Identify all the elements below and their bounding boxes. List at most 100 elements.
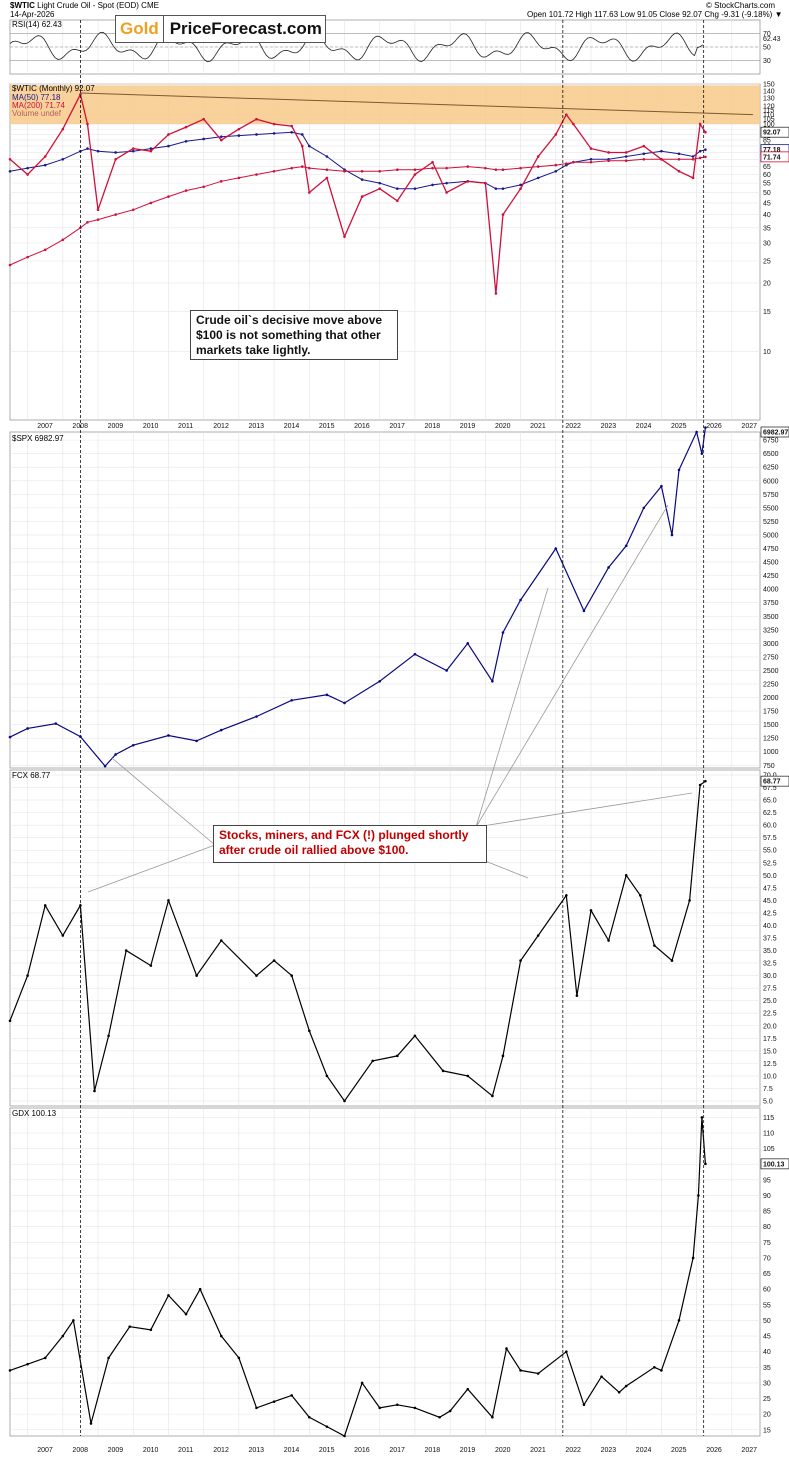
gdx-year-label-2023: 2023 [601, 1447, 617, 1454]
oil-price-line-point-17 [290, 124, 293, 128]
oil-year-label-2020: 2020 [495, 423, 511, 430]
gdx-line-point-6 [107, 1356, 110, 1360]
fcx-line-point-7 [124, 949, 128, 952]
fcx-tick-47.5: 47.5 [763, 885, 777, 892]
site-logo: Gold PriceForecast.com [115, 15, 326, 43]
fcx-line-point-28 [575, 994, 579, 997]
oil-price-line-point-28 [466, 180, 470, 183]
oil-price-line-point-21 [343, 235, 346, 238]
gdx-tick-15: 15 [763, 1427, 771, 1434]
oil-tick-40: 40 [763, 212, 771, 219]
spx-tick-2750: 2750 [763, 654, 779, 661]
fcx-tick-27.5: 27.5 [763, 986, 777, 993]
oil-ma50-line-point-6 [96, 149, 100, 153]
series-layer [8, 31, 707, 1438]
gdx-line-point-25 [448, 1409, 452, 1413]
oil-ma50-line-point-22 [360, 178, 364, 181]
spx-tick-3000: 3000 [763, 641, 779, 648]
rsi-line [9, 31, 704, 63]
oil-ma200-line-point-6 [96, 218, 100, 221]
gdx-year-label-2009: 2009 [108, 1447, 124, 1454]
gdx-line-point-2 [43, 1356, 47, 1360]
oil-ma50-line-point-45 [704, 148, 707, 151]
fcx-tick-40.0: 40.0 [763, 923, 777, 930]
oil-ma50-line [9, 131, 706, 190]
fcx-line-point-18 [371, 1059, 374, 1063]
fcx-line-point-10 [195, 974, 198, 977]
oil-ma200-line-point-32 [519, 166, 522, 170]
oil-ma50-line-point-39 [624, 155, 628, 158]
oil-price-line-point-15 [255, 117, 258, 121]
gdx-year-label-2008: 2008 [72, 1447, 88, 1454]
oil-panel-label: $WTIC (Monthly) 92.07 [12, 84, 95, 93]
oil-year-label-2012: 2012 [213, 423, 229, 430]
oil-ma200-line-point-5 [86, 220, 89, 224]
fcx-line-point-0 [8, 1019, 12, 1023]
spx-tick-2000: 2000 [763, 695, 779, 702]
oil-ma200-line-point-3 [61, 238, 65, 242]
oil-legend-ma200: MA(200) 71.74 [12, 101, 65, 110]
fcx-line-point-37 [704, 779, 707, 783]
gdx-tick-35: 35 [763, 1365, 771, 1372]
fcx-line-point-23 [491, 1094, 494, 1098]
oil-tick-150: 150 [763, 82, 775, 89]
oil-last-value: 92.07 [763, 130, 781, 137]
fcx-line-point-11 [219, 939, 223, 942]
oil-ma200-last-value: 71.74 [763, 154, 781, 161]
oil-ma50-line-point-12 [202, 137, 205, 141]
oil-price-line-point-41 [660, 157, 663, 161]
fcx-tick-65.0: 65.0 [763, 798, 777, 805]
oil-price-line-point-45 [704, 130, 707, 134]
oil-ma200-line-point-28 [466, 165, 470, 168]
gdx-tick-40: 40 [763, 1349, 771, 1356]
fcx-tick-30.0: 30.0 [763, 973, 777, 980]
gdx-panel-label: GDX 100.13 [12, 1109, 57, 1118]
spx-line-point-4 [103, 764, 107, 768]
oil-ma200-line-point-22 [360, 169, 364, 173]
oil-ma50-line-point-32 [519, 183, 522, 187]
oil-price-line-point-4 [79, 93, 82, 96]
gdx-line-point-11 [198, 1287, 202, 1291]
oil-ma200-line-point-19 [307, 166, 311, 170]
gdx-year-label-2027: 2027 [741, 1447, 757, 1454]
header-quote: Open 101.72 High 117.63 Low 91.05 Close … [527, 10, 783, 19]
gdx-line-point-36 [653, 1365, 656, 1369]
oil-price-line-point-32 [519, 187, 522, 190]
spx-line [9, 427, 706, 768]
fcx-line-point-32 [638, 894, 642, 897]
fcx-line-point-22 [466, 1074, 470, 1078]
gdx-last-value: 100.13 [763, 1161, 785, 1168]
fcx-tick-67.5: 67.5 [763, 785, 777, 792]
oil-price-line-point-0 [8, 157, 12, 161]
oil-price-line-point-3 [61, 127, 65, 131]
gdx-line-point-26 [466, 1387, 470, 1391]
spx-line-point-30 [700, 452, 704, 455]
spx-line-point-29 [695, 430, 698, 434]
spx-line-point-6 [131, 743, 135, 747]
spx-tick-6250: 6250 [763, 465, 779, 472]
oil-tick-105: 105 [763, 117, 775, 124]
oil-ma200-line-point-33 [536, 165, 540, 168]
oil-ma200-line-point-27 [445, 166, 448, 170]
oil-year-label-2013: 2013 [248, 423, 264, 430]
spx-panel-frame [9, 431, 761, 769]
spx-line-point-31 [704, 426, 707, 429]
gdx-line-point-16 [290, 1394, 293, 1397]
gdx-tick-50: 50 [763, 1318, 771, 1325]
fcx-tick-50.0: 50.0 [763, 873, 777, 880]
gdx-tick-65: 65 [763, 1271, 771, 1278]
gdx-year-label-2022: 2022 [565, 1447, 581, 1454]
gdx-year-label-2019: 2019 [460, 1447, 476, 1454]
gdx-line-point-3 [61, 1334, 65, 1338]
fcx-line-point-15 [307, 1029, 311, 1033]
gdx-line-point-0 [8, 1369, 12, 1372]
oil-price-line-point-39 [624, 151, 628, 154]
oil-price-line-point-2 [43, 155, 47, 158]
gdx-tick-110: 110 [763, 1130, 774, 1137]
oil-price-line-point-36 [572, 122, 575, 126]
oil-ma50-line-point-17 [290, 130, 293, 134]
oil-price-line-point-7 [114, 157, 117, 161]
spx-line-point-17 [466, 642, 470, 645]
oil-year-label-2011: 2011 [178, 423, 193, 430]
gdx-line-point-35 [624, 1384, 628, 1388]
